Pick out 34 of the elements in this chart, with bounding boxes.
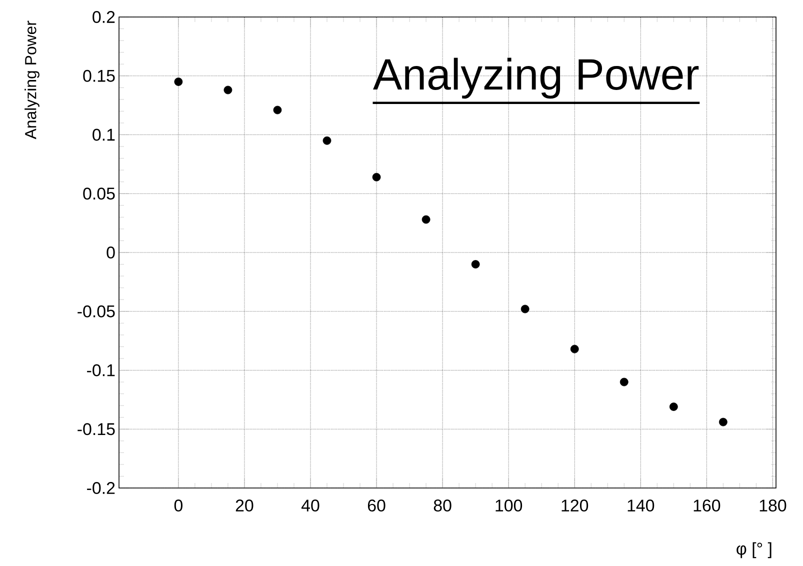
y-tick-label: 0.2 [92, 10, 115, 23]
x-tick-label: 100 [496, 500, 522, 512]
x-tick-label: 20 [236, 500, 254, 512]
text: Analyzing Power [373, 58, 699, 99]
point [520, 304, 530, 314]
point [669, 402, 678, 411]
x-tick-label: 140 [628, 500, 654, 512]
y-tick-label: 0.05 [83, 188, 115, 200]
point [471, 260, 480, 268]
y-tick-label: -0.05 [78, 305, 115, 318]
point [174, 78, 183, 86]
x-tick-label: 40 [301, 500, 320, 512]
y-tick-label: 0 [106, 246, 115, 258]
point [570, 344, 579, 354]
point [224, 86, 232, 94]
x-tick-label: 120 [562, 500, 588, 512]
x-tick-label: 160 [694, 500, 720, 512]
y-tick-label: 0.15 [83, 70, 115, 82]
x-tick-label: 180 [760, 500, 786, 512]
y-tick-label: -0.1 [87, 364, 115, 376]
x-tick-label: 80 [434, 500, 452, 512]
point [273, 106, 282, 114]
y-tick-label: -0.2 [87, 482, 115, 494]
point [620, 378, 628, 386]
x-tick-label: 0 [174, 500, 182, 512]
point [718, 418, 728, 426]
y-axis-title: Analyzing Power [24, 20, 40, 140]
x-axis-title: φ [° ] [736, 542, 772, 558]
point [322, 136, 332, 145]
x-tick-label: 60 [368, 500, 386, 512]
point [372, 172, 381, 182]
y-tick-label: -0.15 [78, 423, 115, 436]
y-tick-label: 0.1 [92, 128, 115, 141]
point [422, 215, 430, 224]
